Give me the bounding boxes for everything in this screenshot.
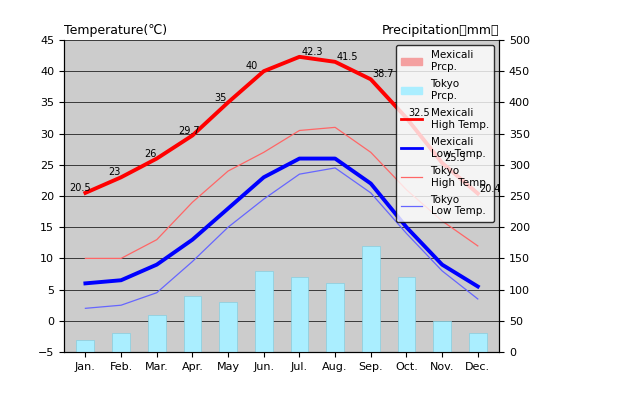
Text: 38.7: 38.7 [372,70,394,80]
Text: 23: 23 [109,168,121,178]
Bar [188,347,197,352]
Bar [326,283,344,352]
Bar [259,347,268,352]
Bar [295,347,304,352]
Legend: Mexicali
Prcp., Tokyo
Prcp., Mexicali
High Temp., Mexicali
Low Temp., Tokyo
High: Mexicali Prcp., Tokyo Prcp., Mexicali Hi… [396,45,494,222]
Bar [331,347,340,352]
Text: 35: 35 [214,92,226,102]
Text: 20.4: 20.4 [479,184,501,194]
Text: 41.5: 41.5 [337,52,358,62]
Bar [112,333,130,352]
Bar [366,347,375,352]
Bar [184,296,202,352]
Bar [291,277,308,352]
Bar [397,277,415,352]
Text: 32.5: 32.5 [408,108,430,118]
Bar [255,271,273,352]
Bar [474,347,483,352]
Bar [362,246,380,352]
Bar [116,347,125,352]
Text: Precipitation（mm）: Precipitation（mm） [381,24,499,38]
Bar [223,347,232,352]
Bar [219,302,237,352]
Bar [81,347,90,352]
Text: 26: 26 [144,149,157,159]
Text: 29.7: 29.7 [178,126,200,136]
Bar [402,347,411,352]
Bar [148,314,166,352]
Text: 20.5: 20.5 [69,183,91,193]
Bar [438,347,447,352]
Text: 25.3: 25.3 [444,153,465,163]
Bar [433,321,451,352]
Text: 42.3: 42.3 [301,47,323,57]
Text: 40: 40 [246,61,258,71]
Bar [469,333,486,352]
Text: Temperature(℃): Temperature(℃) [64,24,167,38]
Bar [77,340,94,352]
Bar [152,347,161,352]
